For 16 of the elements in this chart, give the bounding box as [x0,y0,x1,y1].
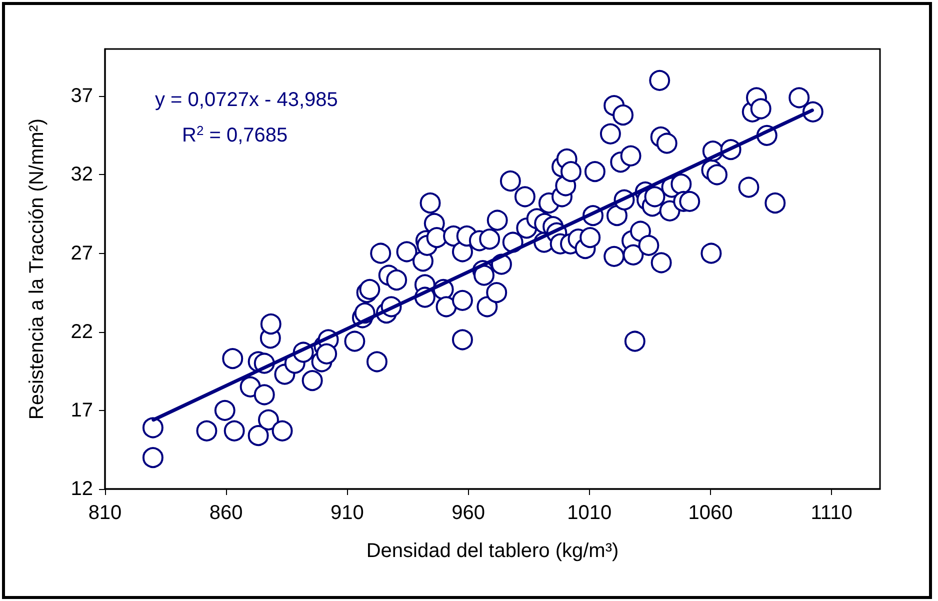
y-tick-label: 27 [70,242,93,264]
annotation: y = 0,0727x - 43,985 [155,89,338,111]
x-tick-label: 860 [209,502,243,524]
x-tick-label: 910 [330,502,364,524]
y-tick-label: 37 [70,85,93,108]
x-tick-label: 810 [88,502,122,524]
x-tick-label: 1060 [688,502,733,524]
x-tick-label: 1010 [567,502,612,524]
y-tick-label: 22 [70,320,93,343]
y-tick-label: 12 [70,478,93,500]
x-tick-label: 1110 [810,502,852,524]
y-axis-title: Resistencia a la Tracción (N/mm²) [26,118,48,420]
x-axis-title: Densidad del tablero (kg/m³) [366,540,619,562]
y-tick-label: 32 [70,164,93,186]
y-tick-label: 17 [70,399,93,422]
x-tick-label: 960 [452,502,485,524]
